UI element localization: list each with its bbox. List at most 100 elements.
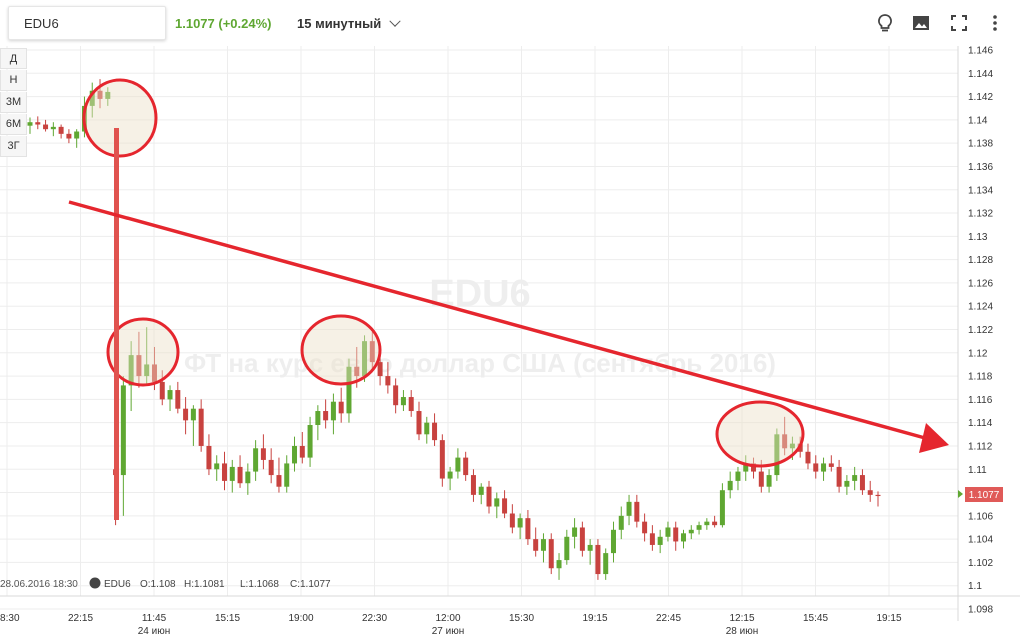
candle-body xyxy=(867,490,873,495)
range-button[interactable]: 6М xyxy=(0,114,27,135)
range-button[interactable]: 3М xyxy=(0,92,27,113)
candle-body xyxy=(587,544,593,551)
candle xyxy=(120,376,126,516)
candle xyxy=(657,529,663,554)
candle-body xyxy=(478,486,484,495)
more-vert-icon[interactable] xyxy=(984,12,1006,34)
annotation-ellipse xyxy=(300,314,382,386)
candle-body xyxy=(665,527,671,537)
candle-body xyxy=(859,475,865,491)
candle-body xyxy=(299,445,305,458)
price-change: 1.1077 (+0.24%) xyxy=(175,16,272,31)
x-tick-label: 19:15 xyxy=(582,613,607,624)
candle xyxy=(626,494,632,526)
candle-body xyxy=(292,445,298,464)
image-icon[interactable] xyxy=(910,12,932,34)
candle xyxy=(712,515,718,528)
candle xyxy=(190,405,196,446)
candle xyxy=(688,525,694,540)
x-tick-label: 22:45 xyxy=(656,613,681,624)
candle xyxy=(595,539,601,580)
y-tick-label: 1.1 xyxy=(968,581,982,592)
legend-close: C:1.1077 xyxy=(290,579,331,590)
candle-body xyxy=(229,466,235,481)
candle xyxy=(307,416,313,467)
range-button[interactable]: 3Г xyxy=(0,136,27,157)
candle xyxy=(89,82,95,118)
trend-arrow-line xyxy=(68,200,926,440)
chevron-down-icon[interactable] xyxy=(389,15,401,27)
candle-body xyxy=(253,448,259,472)
x-tick-label: 15:15 xyxy=(215,613,240,624)
symbol-input[interactable] xyxy=(22,15,156,32)
candle xyxy=(214,455,220,481)
candle xyxy=(556,553,562,580)
candle xyxy=(502,490,508,519)
candle xyxy=(470,469,476,502)
candle xyxy=(572,518,578,549)
candle xyxy=(183,397,189,435)
candle-body xyxy=(120,385,126,476)
candle-body xyxy=(595,544,601,575)
last-price-tag: 1.1077 xyxy=(958,487,1003,502)
candle-body xyxy=(66,133,72,139)
candle-body xyxy=(369,341,375,363)
y-tick-label: 1.12 xyxy=(968,348,988,359)
candle xyxy=(385,362,391,394)
y-tick-label: 1.122 xyxy=(968,325,993,336)
candle-body xyxy=(673,527,679,542)
candle xyxy=(875,491,881,507)
candle-body xyxy=(618,515,624,530)
candle-body xyxy=(424,422,430,435)
candle-body xyxy=(782,434,788,449)
interval-dropdown[interactable]: 15 минутный xyxy=(297,15,401,31)
candle-body xyxy=(836,466,842,487)
legend-dot xyxy=(89,577,101,589)
legend-datetime: 28.06.2016 18:30 xyxy=(0,579,78,590)
candle-body xyxy=(681,533,687,542)
price-chart[interactable]: EDU6 ФТ на курс евро доллар США (сентябр… xyxy=(0,46,1020,640)
candle xyxy=(649,525,655,551)
candle xyxy=(159,370,165,406)
candle xyxy=(432,413,438,446)
candle xyxy=(136,331,142,388)
x-tick-label: 15:30 xyxy=(509,613,534,624)
candle xyxy=(237,455,243,488)
candle xyxy=(774,428,780,481)
candle xyxy=(175,381,181,414)
candle xyxy=(844,475,850,495)
candle xyxy=(867,480,873,502)
range-button[interactable]: Д xyxy=(0,48,27,69)
candle-body xyxy=(221,463,227,481)
candle-body xyxy=(603,553,609,575)
candle-body xyxy=(43,124,49,130)
candle xyxy=(813,455,819,479)
candle-body xyxy=(183,408,189,421)
candle-body xyxy=(821,463,827,472)
y-tick-label: 1.098 xyxy=(968,605,993,616)
candle xyxy=(144,327,150,386)
symbol-search-box[interactable] xyxy=(8,6,166,40)
candle xyxy=(299,431,305,464)
candle-body xyxy=(97,90,103,99)
candle xyxy=(424,416,430,444)
candle xyxy=(74,129,80,148)
lightbulb-icon[interactable] xyxy=(874,12,896,34)
candle xyxy=(221,451,227,491)
range-button[interactable]: Н xyxy=(0,70,27,91)
candle xyxy=(743,455,749,481)
y-tick-label: 1.132 xyxy=(968,209,993,220)
x-tick-date: 24 июн xyxy=(138,626,171,637)
candle-body xyxy=(50,126,56,130)
candle xyxy=(400,390,406,412)
ohlc-legend: 28.06.2016 18:30 EDU6 O:1.108 H:1.1081 L… xyxy=(0,577,331,590)
fullscreen-icon[interactable] xyxy=(948,12,970,34)
y-tick-label: 1.144 xyxy=(968,69,993,80)
candle-body xyxy=(494,498,500,507)
candle xyxy=(704,518,710,530)
candle-body xyxy=(323,411,329,421)
candle-body xyxy=(408,397,414,412)
candle-body xyxy=(432,422,438,441)
candle xyxy=(587,539,593,565)
candle-body xyxy=(89,90,95,106)
